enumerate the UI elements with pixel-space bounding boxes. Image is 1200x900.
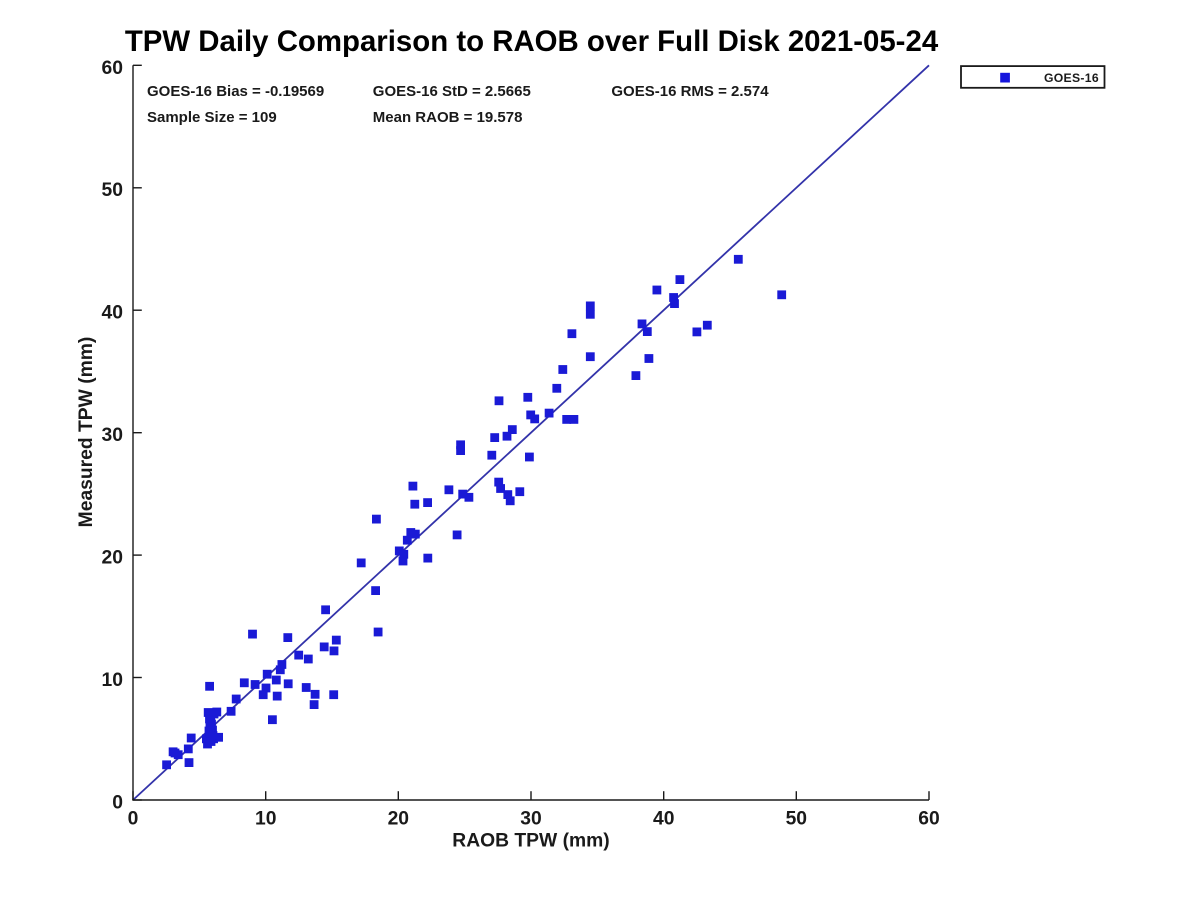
svg-text:GOES-16: GOES-16 — [1044, 71, 1099, 85]
svg-text:30: 30 — [102, 425, 123, 446]
svg-text:Sample Size = 109: Sample Size = 109 — [147, 109, 277, 126]
svg-text:0: 0 — [112, 793, 123, 814]
svg-text:30: 30 — [520, 808, 541, 829]
svg-text:GOES-16 RMS = 2.574: GOES-16 RMS = 2.574 — [611, 83, 769, 100]
svg-text:Mean RAOB = 19.578: Mean RAOB = 19.578 — [373, 109, 523, 126]
svg-text:10: 10 — [102, 670, 123, 691]
svg-text:50: 50 — [786, 808, 807, 829]
svg-text:0: 0 — [128, 808, 139, 829]
svg-text:TPW Daily Comparison to RAOB o: TPW Daily Comparison to RAOB over Full D… — [125, 25, 939, 58]
svg-text:RAOB TPW (mm): RAOB TPW (mm) — [452, 831, 609, 852]
svg-text:Measured TPW (mm): Measured TPW (mm) — [76, 337, 97, 528]
svg-text:60: 60 — [918, 808, 939, 829]
svg-text:50: 50 — [102, 180, 123, 201]
svg-text:20: 20 — [102, 548, 123, 569]
svg-text:10: 10 — [255, 808, 276, 829]
svg-text:40: 40 — [102, 303, 123, 324]
svg-text:GOES-16 Bias = -0.19569: GOES-16 Bias = -0.19569 — [147, 83, 324, 100]
svg-text:40: 40 — [653, 808, 674, 829]
svg-text:GOES-16 StD = 2.5665: GOES-16 StD = 2.5665 — [373, 83, 531, 100]
svg-text:20: 20 — [388, 808, 409, 829]
svg-text:60: 60 — [102, 58, 123, 79]
